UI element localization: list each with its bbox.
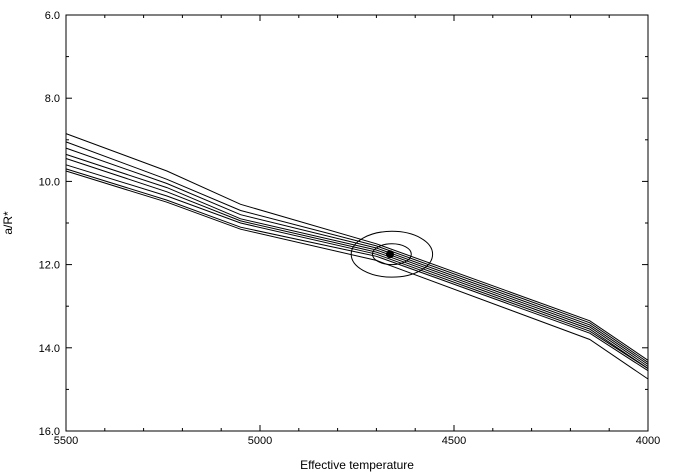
series-group [65,133,649,380]
y-tick-label: 10.0 [39,176,60,188]
series-line-5 [65,158,649,370]
series-line-3 [65,147,649,365]
series-line-1 [65,133,649,361]
confidence-contour-1 [350,230,434,278]
plot-frame [65,14,649,432]
x-tick-label: 4000 [636,435,660,447]
series-line-8 [65,170,649,380]
y-tick-label: 6.0 [45,10,60,22]
point-group [386,250,394,259]
series-line-4 [65,153,649,367]
y-tick-label: 8.0 [45,93,60,105]
y-tick-label: 14.0 [39,343,60,355]
series-line-6 [65,164,649,370]
y-tick-label: 16.0 [39,426,60,438]
series-line-2 [65,141,649,363]
series-line-7 [65,168,649,372]
ticks-group: 5500 5000 4500 4000 6.0 8.0 10.0 12.0 14.0 16.0 [39,10,661,447]
contour-group [350,230,434,278]
x-tick-label: 4500 [442,435,466,447]
x-axis-title: Effective temperature [300,458,414,472]
best-fit-point [386,250,394,259]
x-tick-label: 5000 [248,435,272,447]
confidence-contour-2 [372,243,412,266]
y-tick-label: 12.0 [39,260,60,272]
x-tick-label: 5500 [54,435,78,447]
y-axis-title: a/R* [1,211,15,235]
